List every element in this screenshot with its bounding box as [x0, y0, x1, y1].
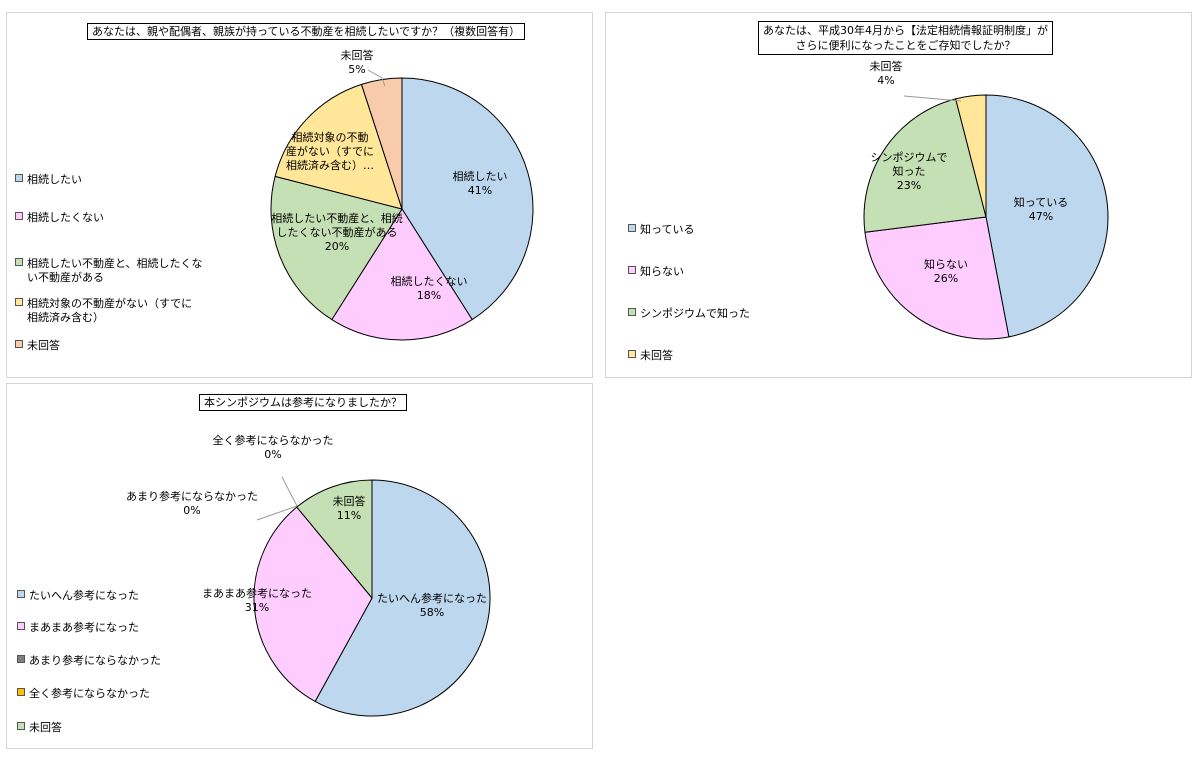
chart-title: あなたは、平成30年4月から【法定相続情報証明制度」が さらに便利になったことを… [758, 21, 1053, 55]
legend-swatch [17, 688, 25, 696]
legend-label: シンポジウムで知った [640, 307, 750, 320]
slice-label-3: 未回答 4% [870, 59, 903, 87]
legend-swatch [17, 622, 25, 630]
slice-label-3: 相続対象の不動産がない（すでに相続済み含む）… [286, 130, 374, 172]
legend-item: 相続したい [15, 173, 82, 187]
pie-slice-1 [253, 506, 373, 703]
chart-panel-inheritance-intent: あなたは、親や配偶者、親族が持っている不動産を相続したいですか？（複数回答有） … [6, 12, 593, 378]
leader-line-3 [903, 95, 962, 102]
legend-label: 相続したい不動産と、相続したくな い不動産がある [27, 257, 203, 284]
legend-item: シンポジウムで知った [628, 307, 750, 321]
legend-swatch [15, 212, 23, 220]
slice-label-0: たいへん参考になった 58% [377, 591, 487, 619]
legend-label: 未回答 [27, 339, 60, 352]
legend-swatch [17, 722, 25, 730]
leader-line-3 [281, 476, 298, 507]
chart-title: 本シンポジウムは参考になりましたか？ [199, 394, 407, 411]
legend-item: 相続したくない [15, 211, 104, 225]
legend-swatch [15, 340, 23, 348]
legend-item: 相続対象の不動産がない（すでに 相続済み含む） [15, 297, 192, 325]
legend-item: まあまあ参考になった [17, 621, 139, 635]
pie-chart-certificate-awareness: 知っている 47% 知らない 26% シンポジウムで知った 23% 未回答 4% [863, 59, 1109, 340]
legend-item: たいへん参考になった [17, 589, 139, 603]
pie-slice-3 [274, 83, 403, 210]
chart-panel-certificate-awareness: あなたは、平成30年4月から【法定相続情報証明制度」が さらに便利になったことを… [605, 12, 1192, 378]
pie-slice-4 [360, 77, 403, 210]
legend-label: 知っている [640, 223, 695, 236]
legend-swatch [628, 350, 636, 358]
chart-title-line-2: さらに便利になったことをご存知でしたか？ [795, 39, 1016, 52]
slice-label-0: 相続したい 41% [453, 169, 508, 197]
slice-label-0: 知っている 47% [1014, 195, 1068, 223]
pie-slice-2 [270, 175, 403, 321]
legend-label: あまり参考にならなかった [29, 654, 161, 667]
legend-label: たいへん参考になった [29, 589, 139, 602]
slice-label-1: 知らない 26% [924, 257, 968, 285]
chart-title-line-1: あなたは、平成30年4月から【法定相続情報証明制度」が [763, 24, 1048, 37]
chart-title: あなたは、親や配偶者、親族が持っている不動産を相続したいですか？（複数回答有） [87, 23, 526, 40]
chart-panel-symposium-usefulness: 本シンポジウムは参考になりましたか？ たいへん参考になった 58% まあまあ参考にな… [6, 383, 593, 749]
legend-label: 知らない [640, 265, 684, 278]
slice-label-3: 全く参考にならなかった 0% [213, 433, 334, 461]
slice-label-2: あまり参考にならなかった 0% [126, 489, 258, 517]
slice-label-4: 未回答 11% [333, 494, 366, 522]
legend-label: 相続対象の不動産がない（すでに 相続済み含む） [27, 297, 193, 324]
legend-label: 相続したくない [27, 211, 104, 224]
pie-slice-2 [863, 98, 987, 233]
legend-item: あまり参考にならなかった [17, 654, 161, 668]
pie-chart-inheritance-intent: 相続したい 41% 相続したくない 18% 相続したい不動産と、相続したくない不動産があ… [270, 48, 534, 341]
legend-item: 未回答 [628, 349, 673, 363]
legend-swatch [628, 308, 636, 316]
slice-label-1: 相続したくない 18% [391, 274, 468, 302]
pie-slice-0 [401, 77, 534, 321]
pie-slice-1 [331, 208, 473, 341]
legend-swatch [17, 590, 25, 598]
legend-label: 相続したい [27, 173, 82, 186]
legend-swatch [628, 266, 636, 274]
slice-label-4: 未回答 5% [341, 48, 374, 76]
legend-swatch [628, 224, 636, 232]
legend-label: 全く参考にならなかった [29, 687, 150, 700]
slice-label-2: 相続したい不動産と、相続したくない不動産がある 20% [271, 211, 403, 253]
legend-swatch [15, 174, 23, 182]
pie-slice-0 [985, 94, 1109, 338]
leader-line-2 [256, 505, 298, 521]
pie-slice-1 [864, 216, 1010, 340]
pie-slice-3 [955, 94, 987, 218]
legend-item: 知っている [628, 223, 694, 237]
legend-label: 未回答 [29, 721, 62, 734]
legend-swatch [15, 258, 23, 266]
legend-label: まあまあ参考になった [29, 621, 139, 634]
legend-item: 知らない [628, 265, 684, 279]
legend-swatch [15, 298, 23, 306]
legend-item: 未回答 [17, 721, 62, 735]
pie-slice-4 [296, 479, 373, 600]
pie-slice-0 [314, 479, 491, 717]
leader-line-4 [367, 69, 386, 87]
legend-item: 全く参考にならなかった [17, 687, 150, 701]
slice-label-2: シンポジウムで知った 23% [871, 151, 948, 192]
legend-label: 未回答 [640, 349, 673, 362]
legend-item: 未回答 [15, 339, 60, 353]
slice-label-1: まあまあ参考になった 31% [202, 586, 312, 614]
legend-item: 相続したい不動産と、相続したくな い不動産がある [15, 257, 203, 285]
legend-swatch [17, 655, 25, 663]
pie-chart-symposium-usefulness: たいへん参考になった 58% まあまあ参考になった 31% あまり参考にならなかった 0%… [126, 433, 491, 717]
